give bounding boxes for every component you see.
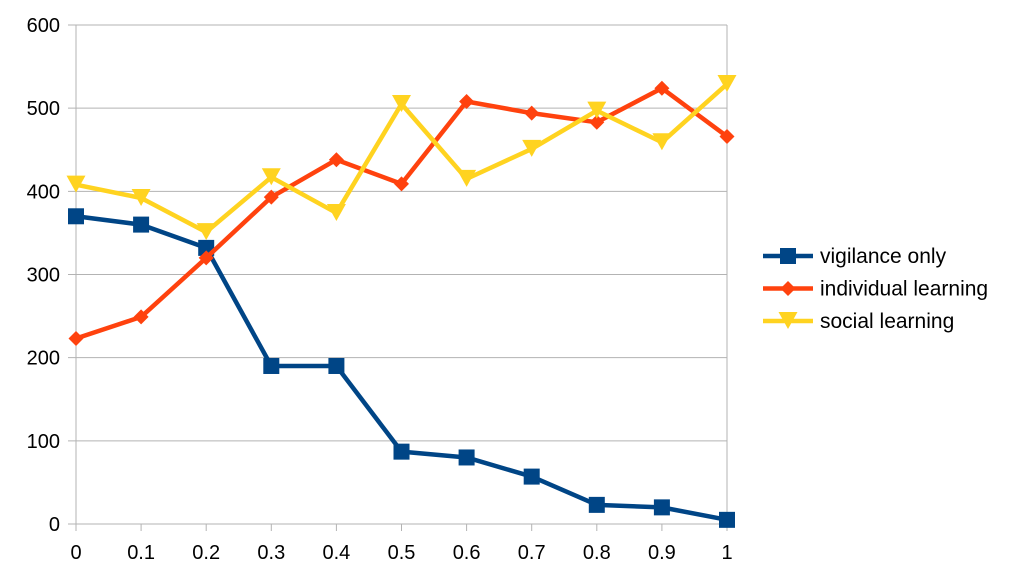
x-tick-label: 0.2 — [192, 542, 220, 564]
x-tick-label: 0.6 — [453, 542, 481, 564]
data-point — [198, 250, 214, 266]
x-tick-label: 0.1 — [127, 542, 155, 564]
data-point — [263, 189, 279, 205]
data-point — [459, 94, 475, 110]
legend: vigilance only individual learning social … — [763, 245, 988, 333]
series-line — [75, 214, 728, 523]
data-point — [717, 75, 737, 93]
series-individual-learning — [68, 80, 735, 347]
data-point — [326, 203, 346, 221]
legend-item: social learning — [763, 310, 954, 333]
data-point — [392, 95, 411, 113]
data-point — [133, 216, 150, 233]
data-point — [719, 128, 735, 144]
data-point — [588, 496, 605, 513]
data-point — [457, 169, 477, 187]
y-tick-label: 200 — [27, 348, 60, 370]
legend-item: vigilance only — [763, 245, 947, 268]
x-tick-label: 0.3 — [257, 542, 285, 564]
series-vigilance-only — [68, 208, 735, 528]
legend-swatch-marker — [780, 248, 796, 264]
data-point — [589, 114, 605, 130]
data-point — [522, 139, 542, 157]
legend-label: vigilance only — [820, 245, 947, 268]
y-tick-label: 300 — [27, 265, 60, 287]
axes: 0 100 200 300 400 500 600 0 0.1 0.2 0.3 0.4 0.5 0.6 0.… — [27, 15, 733, 564]
x-tick-label: 1 — [721, 542, 732, 564]
x-tick-label: 0.8 — [583, 542, 611, 564]
data-point — [261, 168, 281, 186]
y-tick-label: 0 — [49, 514, 60, 536]
data-point — [524, 105, 540, 121]
y-tick-label: 100 — [27, 431, 60, 453]
data-point — [719, 511, 735, 528]
legend-swatch-marker — [780, 281, 796, 296]
legend-label: individual learning — [820, 278, 988, 301]
data-point — [393, 443, 410, 460]
data-point — [587, 101, 607, 119]
data-point — [328, 152, 344, 168]
series-group — [66, 75, 737, 528]
data-point — [131, 188, 151, 206]
x-tick-label: 0.7 — [518, 542, 546, 564]
data-point — [263, 357, 280, 374]
x-tick-label: 0.5 — [388, 542, 416, 564]
legend-label: social learning — [820, 310, 954, 333]
data-point — [196, 223, 216, 241]
data-point — [458, 449, 475, 466]
data-point — [328, 357, 345, 374]
x-tick-label: 0 — [70, 542, 81, 564]
data-point — [68, 331, 84, 347]
y-tick-label: 500 — [27, 98, 60, 120]
data-point — [66, 175, 86, 193]
series-social-learning — [66, 75, 737, 241]
y-tick-label: 400 — [27, 181, 60, 203]
data-point — [523, 468, 540, 485]
data-point — [133, 309, 149, 325]
data-point — [654, 80, 670, 96]
data-point — [68, 208, 84, 225]
data-point — [394, 176, 409, 192]
x-tick-label: 0.4 — [322, 542, 350, 564]
data-point — [652, 133, 672, 151]
data-point — [653, 499, 670, 516]
x-tick-label: 0.9 — [648, 542, 676, 564]
legend-swatch-marker — [778, 312, 798, 329]
y-tick-label: 600 — [27, 15, 60, 37]
legend-item: individual learning — [763, 278, 988, 301]
